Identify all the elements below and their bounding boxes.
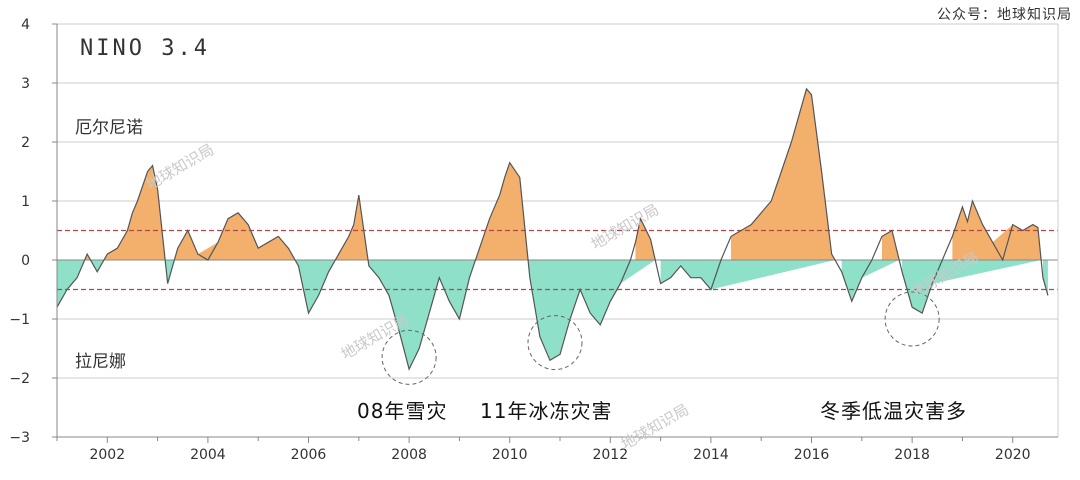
caption-winter: 冬季低温灾害多 bbox=[820, 399, 967, 423]
highlight-circle bbox=[527, 315, 583, 371]
x-tick-label: 2008 bbox=[391, 447, 427, 463]
highlight-circles bbox=[381, 291, 940, 385]
caption-ice-2011: 11年冰冻灾害 bbox=[480, 399, 612, 423]
x-tick-label: 2014 bbox=[693, 447, 729, 463]
y-tick-label: −1 bbox=[9, 312, 30, 328]
y-tick-label: 1 bbox=[21, 194, 30, 210]
x-tick-label: 2020 bbox=[995, 447, 1031, 463]
la-nina-area bbox=[57, 260, 1048, 370]
watermark-1: 地球知识局 bbox=[143, 140, 217, 193]
y-tick-label: 0 bbox=[21, 253, 30, 269]
x-tick-label: 2010 bbox=[492, 447, 528, 463]
caption-snow-2008: 08年雪灾 bbox=[357, 399, 447, 423]
x-tick-label: 2016 bbox=[794, 447, 830, 463]
nino-series-line bbox=[56, 87, 1049, 371]
x-tick-label: 2006 bbox=[291, 447, 327, 463]
highlight-circle bbox=[381, 329, 437, 385]
area-fills bbox=[57, 88, 1048, 370]
y-tick-label: 2 bbox=[21, 135, 30, 151]
el-nino-label: 厄尔尼诺 bbox=[75, 118, 143, 138]
y-tick-label: −2 bbox=[9, 371, 30, 387]
y-tick-label: 4 bbox=[21, 17, 30, 33]
el-nino-area bbox=[84, 88, 1042, 261]
la-nina-label: 拉尼娜 bbox=[75, 352, 126, 372]
x-tick-label: 2002 bbox=[89, 447, 125, 463]
watermark-4: 地球知识局 bbox=[618, 400, 692, 453]
y-tick-label: 3 bbox=[21, 76, 30, 92]
series-line bbox=[56, 87, 1049, 371]
y-tick-label: −3 bbox=[9, 430, 30, 446]
panel-title: NINO 3.4 bbox=[80, 36, 210, 61]
x-tick-label: 2004 bbox=[190, 447, 226, 463]
highlight-circle bbox=[884, 291, 940, 347]
credit-text: 公众号：地球知识局 bbox=[937, 6, 1072, 23]
x-tick-label: 2018 bbox=[894, 447, 930, 463]
x-tick-label: 2012 bbox=[592, 447, 628, 463]
axes: −3 −2 −1 0 1 2 3 4 2002 2004 2006 2008 2010 2012 2014 2… bbox=[9, 17, 1059, 463]
